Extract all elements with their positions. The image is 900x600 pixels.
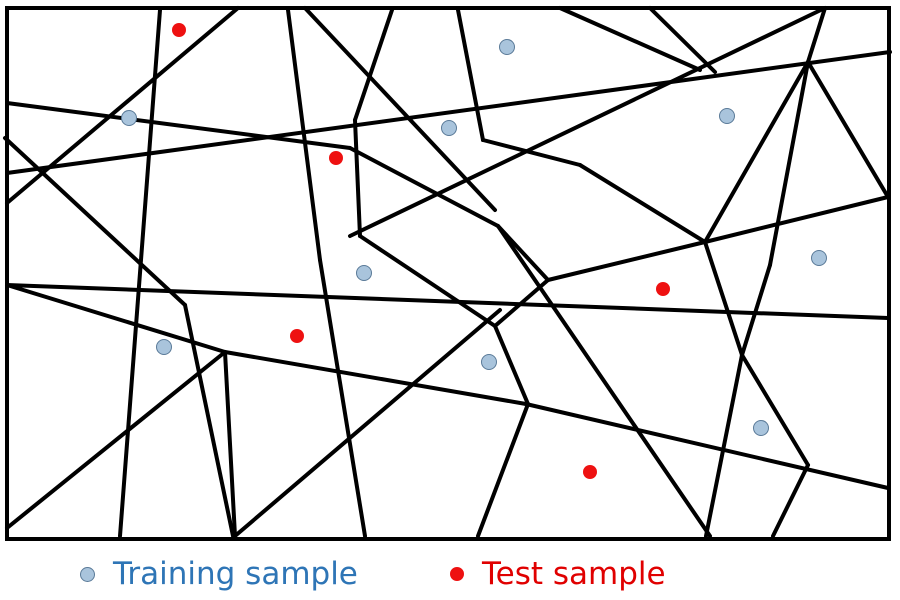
training-sample-point (499, 39, 515, 55)
training-sample-point (121, 110, 137, 126)
partition-line-20 (3, 136, 187, 307)
test-sample-point (583, 465, 597, 479)
partition-line-28 (233, 308, 502, 538)
partition-line-34 (806, 6, 827, 64)
training-sample-point (811, 250, 827, 266)
partition-line-33 (496, 224, 712, 538)
partition-line-6 (5, 50, 892, 175)
test-sample-point (329, 151, 343, 165)
partition-line-1 (5, 101, 352, 150)
partition-line-19 (348, 6, 827, 238)
partition-line-29 (358, 234, 497, 328)
legend-test-label: Test sample (482, 556, 666, 592)
sample-points (121, 23, 827, 479)
partition-line-36 (740, 263, 772, 357)
partition-line-23 (5, 283, 227, 354)
partition-line-16 (303, 6, 497, 212)
legend-training: Training sample (80, 552, 358, 596)
partition-line-8 (118, 8, 162, 538)
partition-lines (3, 6, 892, 538)
partition-line-35 (768, 60, 810, 267)
partition-line-5 (703, 195, 890, 244)
partition-line-38 (806, 60, 890, 199)
training-sample-point (156, 339, 172, 355)
partition-line-2 (348, 146, 500, 228)
partition-line-4 (546, 240, 707, 282)
partition-line-37 (704, 353, 744, 538)
partition-line-26 (223, 350, 237, 538)
training-sample-point (753, 420, 769, 436)
partition-line-9 (286, 8, 322, 262)
partition-line-39 (703, 240, 744, 357)
partition-line-25 (524, 402, 890, 490)
training-sample-point (356, 265, 372, 281)
partition-diagram (3, 6, 892, 541)
test-sample-point (172, 23, 186, 37)
training-sample-point (719, 108, 735, 124)
partition-line-12 (353, 118, 362, 238)
partition-line-7 (5, 6, 240, 205)
partition-line-10 (318, 258, 367, 538)
partition-line-18 (558, 6, 702, 72)
partition-line-17 (648, 6, 717, 74)
partition-line-11 (353, 8, 394, 122)
partition-line-31 (476, 402, 530, 538)
partition-line-21 (183, 303, 235, 538)
partition-line-41 (771, 463, 810, 538)
partition-line-14 (481, 138, 582, 167)
training-sample-point (481, 354, 497, 370)
partition-line-27 (5, 350, 227, 530)
partition-line-24 (223, 350, 528, 406)
partition-line-40 (740, 353, 810, 467)
training-sample-marker-icon (80, 566, 95, 582)
legend-training-label: Training sample (113, 556, 358, 592)
partition-line-13 (456, 8, 485, 142)
partition-line-30 (493, 324, 530, 406)
diagram-frame (5, 6, 891, 541)
test-sample-marker-icon (450, 567, 464, 581)
partition-line-22 (5, 283, 890, 320)
partition-line-15 (578, 163, 707, 244)
training-sample-point (441, 120, 457, 136)
partition-line-42 (703, 60, 810, 244)
test-sample-point (290, 329, 304, 343)
legend-test: Test sample (450, 552, 666, 596)
test-sample-point (656, 282, 670, 296)
